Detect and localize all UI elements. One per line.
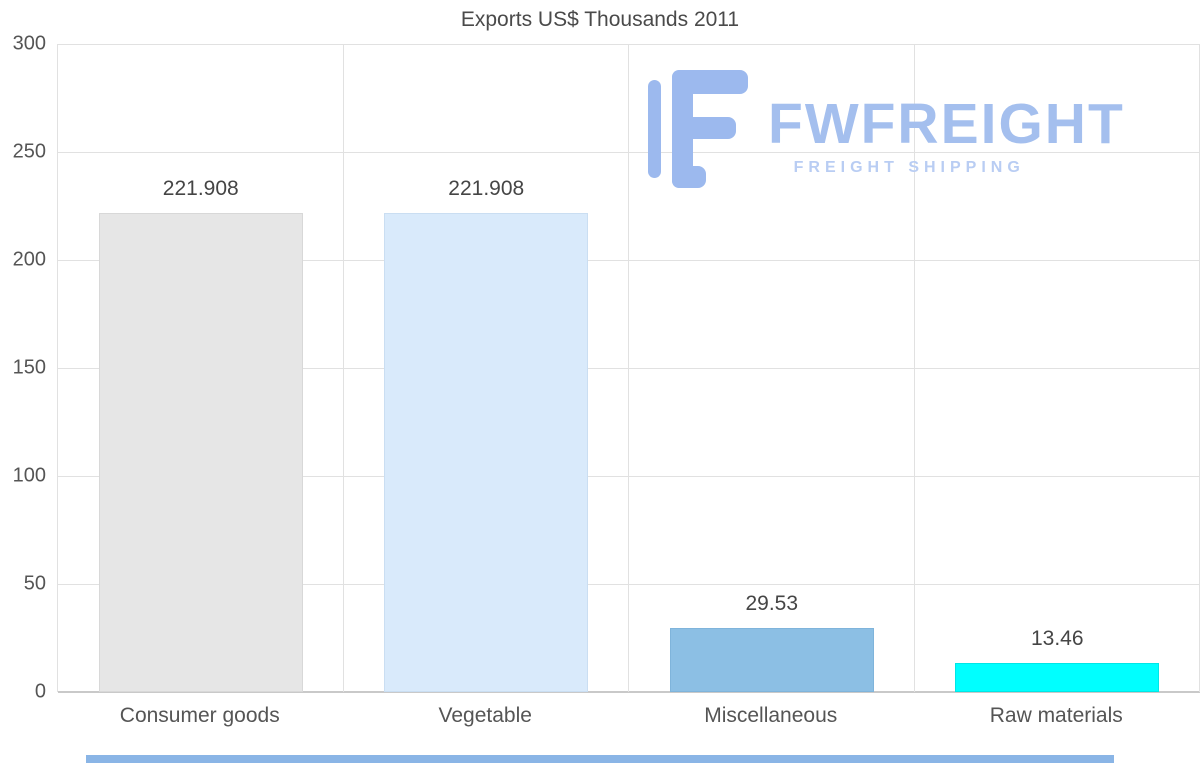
y-tick-label: 150 <box>12 356 46 379</box>
bar-value-label: 221.908 <box>448 176 525 200</box>
logo-brand-text: FWFREIGHT <box>768 92 1125 156</box>
plot-area: 221.908 221.908 29.53 13.46 <box>57 44 1200 693</box>
bar-value-label: 29.53 <box>745 592 799 616</box>
logo-tagline-text: FREIGHT SHIPPING <box>793 159 1025 176</box>
y-tick-label: 300 <box>12 32 46 55</box>
x-tick-label: Miscellaneous <box>704 704 838 727</box>
gridline-horizontal <box>58 260 1200 261</box>
x-axis: Consumer goods Vegetable Miscellaneous Raw … <box>57 704 1199 734</box>
y-axis: 0 50 100 150 200 250 300 <box>0 33 46 703</box>
bar-raw-materials <box>955 662 1160 692</box>
y-tick-label: 0 <box>34 680 46 703</box>
y-tick-label: 200 <box>12 248 46 271</box>
gridline-horizontal <box>58 152 1200 153</box>
bar-consumer-goods <box>98 212 303 692</box>
gridline-vertical <box>628 44 629 692</box>
x-tick-label: Raw materials <box>989 704 1123 727</box>
chart-title: Exports US$ Thousands 2011 <box>460 8 740 31</box>
x-tick-label: Vegetable <box>438 704 532 727</box>
gridline-horizontal <box>58 584 1200 585</box>
watermark-logo: FWFREIGHT FREIGHT SHIPPING <box>648 70 1125 188</box>
gridline-vertical <box>914 44 915 692</box>
x-tick-label: Consumer goods <box>119 704 280 727</box>
bar-miscellaneous <box>669 628 874 692</box>
fwfreight-logo-icon <box>648 70 748 188</box>
gridline-horizontal <box>58 368 1200 369</box>
y-tick-label: 50 <box>23 572 46 595</box>
y-tick-label: 100 <box>12 464 46 487</box>
x-axis-line <box>58 691 1200 693</box>
gridline-vertical <box>343 44 344 692</box>
footer-accent-bar <box>86 755 1114 763</box>
y-tick-label: 250 <box>12 140 46 163</box>
bar-vegetable <box>384 212 589 692</box>
bar-value-label: 221.908 <box>162 176 239 200</box>
bar-value-label: 13.46 <box>1030 626 1084 650</box>
logo-text-block: FWFREIGHT FREIGHT SHIPPING <box>768 70 1125 177</box>
gridline-horizontal <box>58 476 1200 477</box>
gridline-horizontal <box>58 44 1200 45</box>
